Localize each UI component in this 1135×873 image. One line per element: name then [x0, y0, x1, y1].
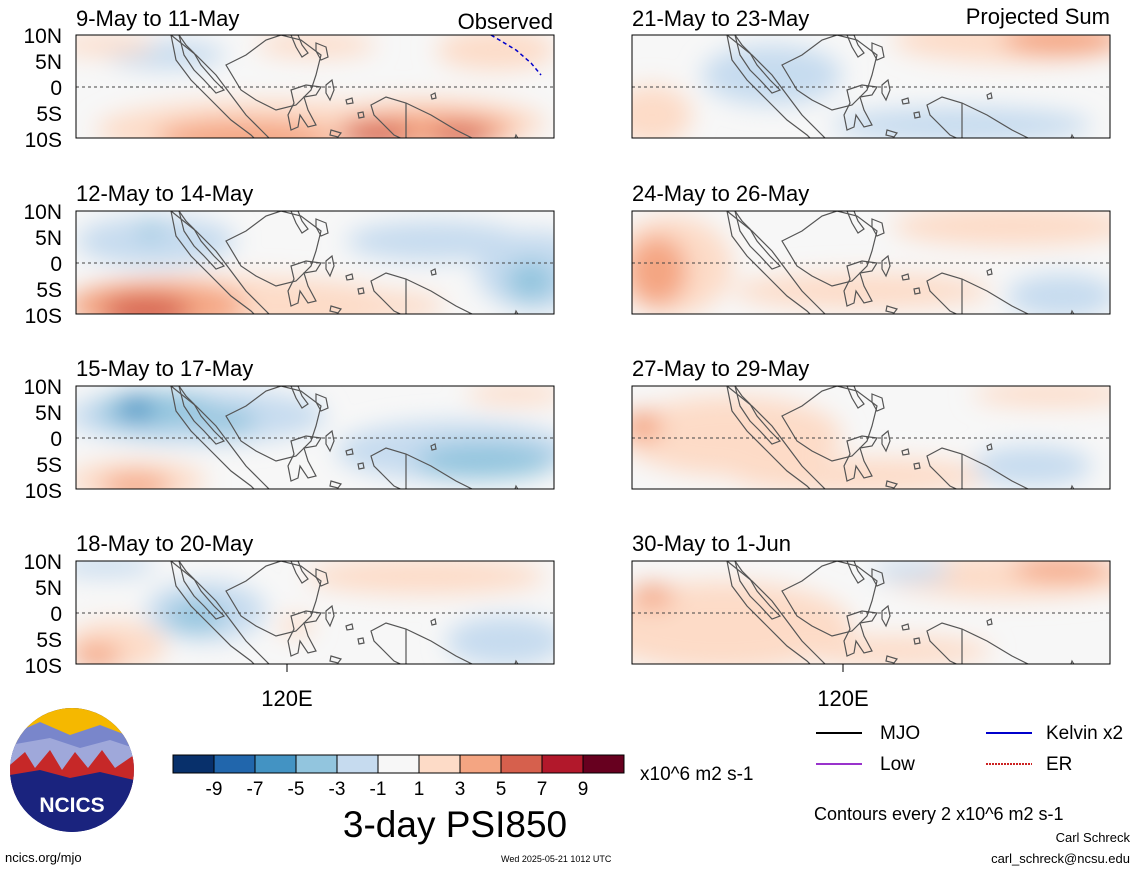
panel-1-map: [75, 34, 555, 139]
footer-timestamp: Wed 2025-05-21 1012 UTC: [501, 854, 612, 864]
colorbar-units: x10^6 m2 s-1: [640, 764, 753, 785]
panel-6-title: 24-May to 26-May: [632, 181, 809, 206]
lat-label-1-5n: 5N: [35, 51, 62, 74]
lon-label-left: 120E: [261, 686, 312, 711]
lat-label-3-10s: 10S: [25, 480, 62, 503]
lat-label-2-5s: 5S: [36, 279, 62, 302]
colorbar-tick-label: -5: [288, 779, 305, 800]
lat-label-2-5n: 5N: [35, 227, 62, 250]
lat-label-4-5s: 5S: [36, 629, 62, 652]
colorbar-bin: [500, 754, 543, 774]
colorbar-bin: [336, 754, 379, 774]
lat-label-2-10n: 10N: [23, 201, 62, 224]
panel-3-map: [75, 385, 555, 490]
footer-author: Carl Schreck: [1055, 830, 1130, 845]
colorbar-tick-label: 7: [537, 779, 548, 800]
colorbar-tick-label: 1: [414, 779, 425, 800]
lat-label-1-10n: 10N: [23, 25, 62, 48]
lat-label-1-5s: 5S: [36, 103, 62, 126]
colorbar-bin: [172, 754, 215, 774]
panel-4-title: 18-May to 20-May: [76, 531, 253, 556]
panel-8-map: [631, 560, 1111, 665]
main-title: 3-day PSI850: [343, 804, 567, 845]
panel-4-field: [76, 561, 554, 664]
panel-1-tag: Observed: [458, 9, 553, 34]
lat-label-3-0: 0: [50, 428, 62, 451]
lat-axis: 10N 5N 0 5S 10S 10N 5N 0 5S 10S 10N 5N 0…: [23, 25, 62, 678]
colorbar-tick-label: -3: [329, 779, 346, 800]
panel-3-title: 15-May to 17-May: [76, 356, 253, 381]
panel-4-map: [75, 560, 555, 665]
colorbar: -9 -7 -5 -3 -1 1 3 5 7 9: [172, 754, 625, 800]
colorbar-tick-label: 5: [496, 779, 507, 800]
panel-1-field: [76, 35, 554, 138]
lat-label-2-10s: 10S: [25, 305, 62, 328]
panel-6-field: [632, 211, 1110, 314]
panel-1-title: 9-May to 11-May: [76, 6, 239, 31]
panel-8-field: [632, 561, 1110, 664]
lat-label-4-5n: 5N: [35, 577, 62, 600]
panel-5-tag: Projected Sum: [966, 4, 1110, 29]
lat-label-4-10n: 10N: [23, 551, 62, 574]
colorbar-tick-label: -7: [247, 779, 264, 800]
colorbar-tick-label: -1: [370, 779, 387, 800]
lat-label-3-10n: 10N: [23, 376, 62, 399]
colorbar-bin: [254, 754, 297, 774]
panel-3-field: [76, 386, 554, 489]
panel-6-map: [631, 210, 1111, 315]
colorbar-bin: [295, 754, 338, 774]
panel-5-title: 21-May to 23-May: [632, 6, 809, 31]
colorbar-tick-label: -9: [206, 779, 223, 800]
panel-8-title: 30-May to 1-Jun: [632, 531, 791, 556]
ncics-logo-text: NCICS: [39, 794, 104, 817]
lat-label-2-0: 0: [50, 253, 62, 276]
legend-label-er: ER: [1046, 754, 1072, 775]
panel-7-map: [631, 385, 1111, 490]
colorbar-bin: [459, 754, 502, 774]
legend-label-kelvin: Kelvin x2: [1046, 723, 1123, 744]
legend-label-mjo: MJO: [880, 723, 920, 744]
contours-note: Contours every 2 x10^6 m2 s-1: [814, 804, 1064, 824]
colorbar-bin: [418, 754, 461, 774]
colorbar-bin: [541, 754, 584, 774]
panel-2-title: 12-May to 14-May: [76, 181, 253, 206]
colorbar-tick-label: 3: [455, 779, 466, 800]
colorbar-bin: [213, 754, 256, 774]
colorbar-tick-label: 9: [578, 779, 589, 800]
footer-email[interactable]: carl_schreck@ncsu.edu: [991, 851, 1130, 866]
colorbar-bin: [582, 754, 625, 774]
legend-label-low: Low: [880, 754, 915, 775]
footer-url[interactable]: ncics.org/mjo: [5, 850, 82, 865]
colorbar-bin: [377, 754, 420, 774]
lon-label-right: 120E: [817, 686, 868, 711]
panel-7-field: [632, 386, 1110, 489]
panel-5-field: [632, 35, 1110, 138]
panel-5-map: [631, 34, 1111, 139]
lat-label-4-0: 0: [50, 603, 62, 626]
lat-label-3-5n: 5N: [35, 402, 62, 425]
ncics-logo: NCICS: [10, 708, 134, 832]
lat-label-3-5s: 5S: [36, 454, 62, 477]
lat-label-4-10s: 10S: [25, 655, 62, 678]
panel-2-field: [76, 211, 554, 314]
lat-label-1-0: 0: [50, 77, 62, 100]
panel-2-map: [75, 210, 555, 315]
lat-label-1-10s: 10S: [25, 129, 62, 152]
legend: MJO Kelvin x2 Low ER: [816, 723, 1123, 775]
panel-7-title: 27-May to 29-May: [632, 356, 809, 381]
